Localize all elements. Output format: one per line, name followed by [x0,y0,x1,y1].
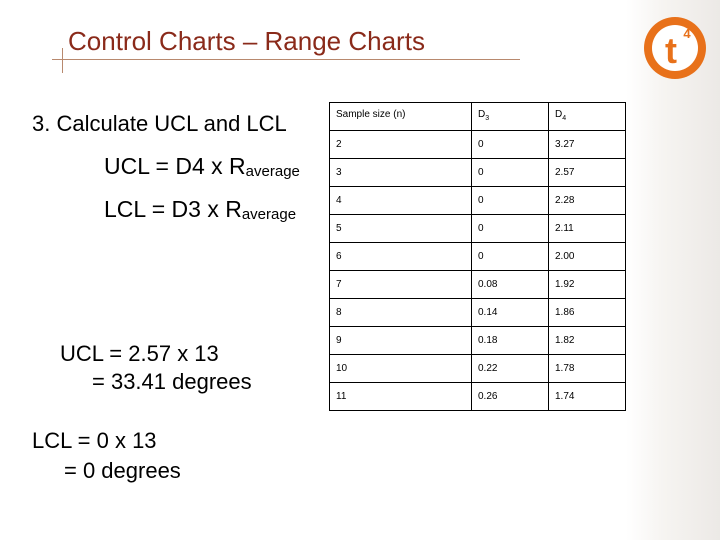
cell-d4: 1.82 [548,326,626,355]
header-d3: D3 [471,102,549,131]
table-row: 4 0 2.28 [329,186,626,215]
ucl-calculation: UCL = 2.57 x 13 = 33.41 degrees [60,340,252,396]
cell-d4: 2.57 [548,158,626,187]
cell-sample-size: 4 [329,186,472,215]
cell-d4: 1.86 [548,298,626,327]
title-underline [52,59,520,60]
cell-d3: 0.18 [471,326,549,355]
cell-d3: 0 [471,158,549,187]
cell-d4: 2.00 [548,242,626,271]
lcl-formula-subscript: average [241,206,297,223]
title-crosshair-line [62,48,63,73]
ucl-calc-line-1: UCL = 2.57 x 13 [60,341,219,366]
lcl-formula-main: LCL = D3 x R [104,196,242,222]
cell-d3: 0.08 [471,270,549,299]
table-row: 10 0.22 1.78 [329,354,626,383]
table-row: 5 0 2.11 [329,214,626,243]
lcl-calculation: LCL = 0 x 13 = 0 degrees [32,426,181,486]
cell-d4: 1.74 [548,382,626,411]
cell-sample-size: 8 [329,298,472,327]
table-row: 8 0.14 1.86 [329,298,626,327]
lcl-calc-line-1: LCL = 0 x 13 [32,428,157,453]
ucl-formula: UCL = D4 x Raverage [104,153,300,180]
cell-sample-size: 10 [329,354,472,383]
control-chart-constants-table: Sample size (n) D3 D4 2 0 3.27 3 0 2.57 4 0 2.28… [329,102,626,411]
cell-sample-size: 6 [329,242,472,271]
table-row: 3 0 2.57 [329,158,626,187]
ucl-formula-main: UCL = D4 x R [104,153,246,179]
cell-d4: 2.11 [548,214,626,243]
logo-letter: t [665,30,677,71]
table-row: 7 0.08 1.92 [329,270,626,299]
cell-d4: 1.78 [548,354,626,383]
side-background-stripe [626,0,720,540]
cell-d3: 0.14 [471,298,549,327]
table-row: 6 0 2.00 [329,242,626,271]
cell-d3: 0 [471,242,549,271]
table-header-row: Sample size (n) D3 D4 [329,102,626,131]
cell-d3: 0.22 [471,354,549,383]
cell-sample-size: 5 [329,214,472,243]
lcl-calc-line-2: = 0 degrees [64,458,181,483]
header-d4: D4 [548,102,626,131]
cell-d3: 0 [471,130,549,159]
cell-d4: 1.92 [548,270,626,299]
cell-d3: 0 [471,186,549,215]
cell-sample-size: 2 [329,130,472,159]
t4-logo-icon: t 4 [644,17,706,79]
cell-sample-size: 11 [329,382,472,411]
table-row: 9 0.18 1.82 [329,326,626,355]
cell-sample-size: 3 [329,158,472,187]
cell-sample-size: 9 [329,326,472,355]
table-row: 11 0.26 1.74 [329,382,626,411]
cell-d4: 3.27 [548,130,626,159]
table-row: 2 0 3.27 [329,130,626,159]
header-sample-size: Sample size (n) [329,102,472,131]
logo-superscript: 4 [683,26,691,41]
ucl-calc-line-2: = 33.41 degrees [92,369,252,394]
step-heading: 3. Calculate UCL and LCL [32,111,287,136]
cell-d3: 0 [471,214,549,243]
cell-sample-size: 7 [329,270,472,299]
slide-title: Control Charts – Range Charts [68,26,425,56]
ucl-formula-subscript: average [245,163,300,180]
cell-d4: 2.28 [548,186,626,215]
cell-d3: 0.26 [471,382,549,411]
lcl-formula: LCL = D3 x Raverage [104,196,296,223]
